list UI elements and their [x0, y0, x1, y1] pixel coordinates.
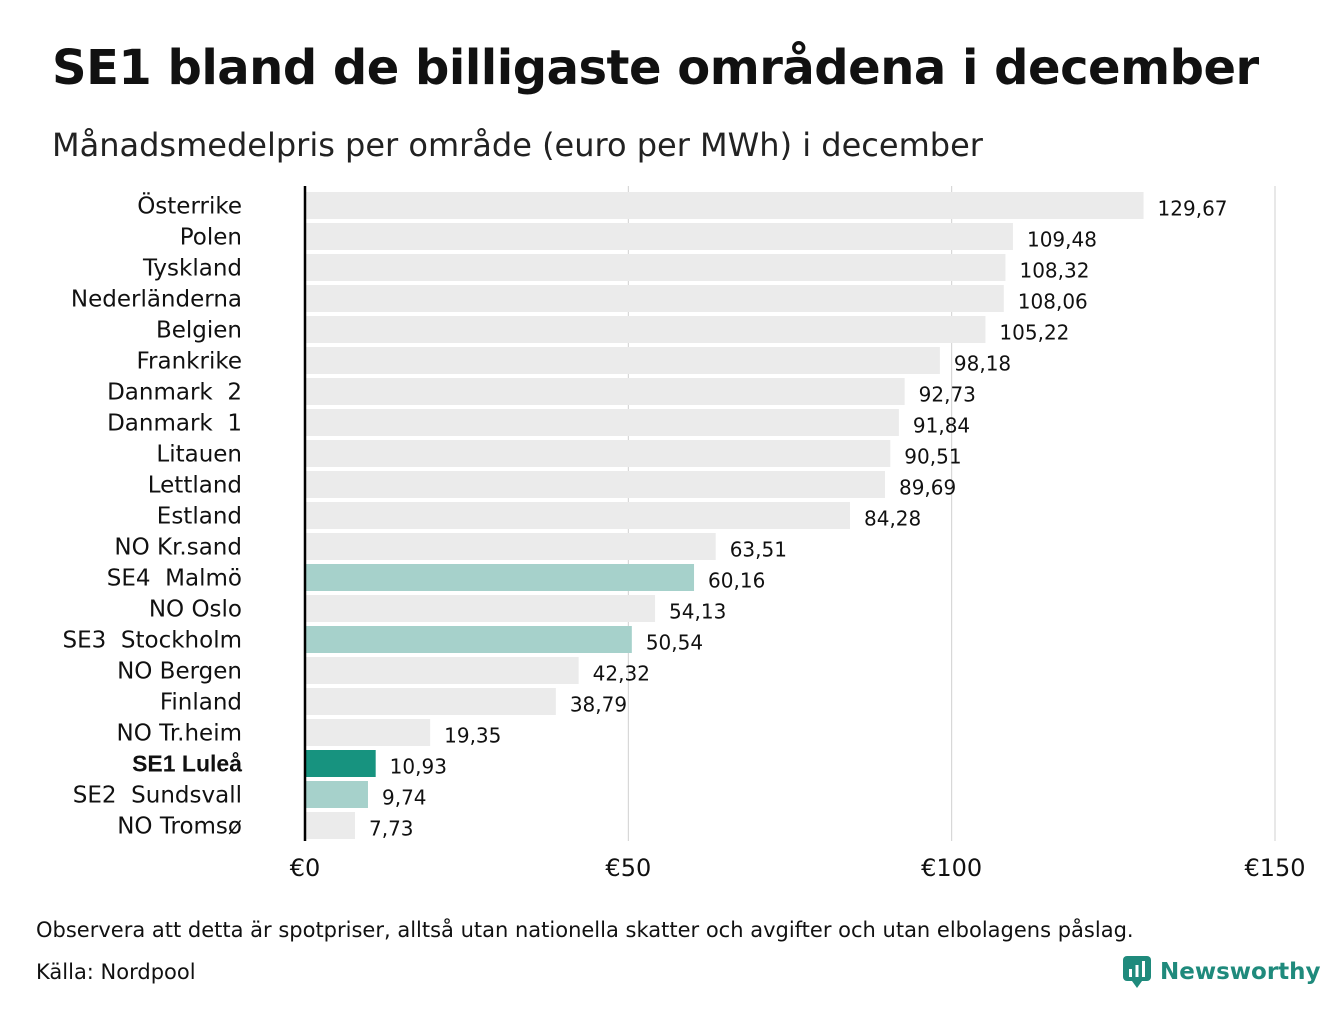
category-label: NO Kr.sand [114, 535, 242, 561]
source-line: Källa: Nordpool [36, 960, 196, 984]
category-label: NO Oslo [149, 597, 242, 623]
bar [305, 471, 885, 498]
data-label: 108,06 [1018, 290, 1088, 314]
x-tick-label: €150 [1244, 854, 1305, 882]
bar [305, 192, 1144, 219]
category-label: Frankrike [137, 349, 243, 375]
bar [305, 564, 695, 591]
bar [305, 316, 986, 343]
footnote: Observera att detta är spotpriser, allts… [36, 918, 1134, 942]
data-label: 90,51 [904, 445, 961, 469]
data-label: 9,74 [382, 786, 427, 810]
category-label: Finland [160, 690, 242, 716]
data-label: 50,54 [646, 631, 703, 655]
bar [305, 595, 656, 622]
bar [305, 533, 716, 560]
x-tick-label: €100 [921, 854, 982, 882]
brand-name: Newsworthy [1160, 959, 1321, 985]
data-label: 98,18 [954, 352, 1011, 376]
bar [305, 719, 431, 746]
category-label: SE4 Malmö [107, 566, 242, 592]
x-tick-label: €0 [290, 854, 321, 882]
chart-subtitle: Månadsmedelpris per område (euro per MWh… [52, 126, 983, 164]
category-label: Nederländerna [71, 287, 242, 313]
bar [305, 285, 1004, 312]
category-label: Tyskland [142, 256, 242, 282]
newsworthy-logo-icon [1123, 956, 1151, 988]
category-label: Danmark 2 [107, 380, 242, 406]
chart-title: SE1 bland de billigaste områdena i decem… [52, 40, 1259, 96]
data-label: 91,84 [913, 414, 970, 438]
data-label: 108,32 [1019, 259, 1089, 283]
category-label: Estland [157, 504, 242, 530]
data-label: 84,28 [864, 507, 921, 531]
bar [305, 781, 368, 808]
category-label: Polen [180, 225, 242, 251]
bar [305, 409, 899, 436]
category-label: SE1 Luleå [132, 751, 242, 777]
data-label: 38,79 [570, 693, 627, 717]
brand-logo: Newsworthy [1122, 954, 1321, 990]
bar [305, 750, 376, 777]
category-label: SE3 Stockholm [63, 628, 243, 654]
category-label: Litauen [156, 442, 242, 468]
data-label: 54,13 [669, 600, 726, 624]
data-label: 10,93 [390, 755, 447, 779]
bar [305, 657, 579, 684]
data-label: 129,67 [1158, 197, 1228, 221]
data-label: 89,69 [899, 476, 956, 500]
category-label: Österrike [137, 192, 242, 220]
data-label: 63,51 [730, 538, 787, 562]
category-label: NO Bergen [117, 659, 242, 685]
data-label: 92,73 [919, 383, 976, 407]
bar [305, 440, 891, 467]
bar-chart: 129,67 Österrike 109,48 Polen 108,32 Tyskland… [63, 186, 1306, 882]
data-label: 109,48 [1027, 228, 1097, 252]
category-label: NO Tromsø [117, 814, 242, 840]
bar [305, 502, 851, 529]
category-label: Lettland [148, 473, 242, 499]
data-label: 7,73 [369, 817, 414, 841]
data-label: 42,32 [593, 662, 650, 686]
data-label: 105,22 [999, 321, 1069, 345]
category-label: Danmark 1 [107, 411, 242, 437]
x-tick-label: €50 [605, 854, 651, 882]
category-label: SE2 Sundsvall [73, 783, 242, 809]
bar [305, 626, 632, 653]
category-label: NO Tr.heim [117, 721, 242, 747]
data-label: 60,16 [708, 569, 765, 593]
category-label: Belgien [156, 318, 242, 344]
bar [305, 223, 1013, 250]
bar [305, 378, 905, 405]
data-label: 19,35 [444, 724, 501, 748]
bar [305, 688, 556, 715]
bar [305, 347, 940, 374]
bar [305, 254, 1006, 281]
bar [305, 812, 355, 839]
